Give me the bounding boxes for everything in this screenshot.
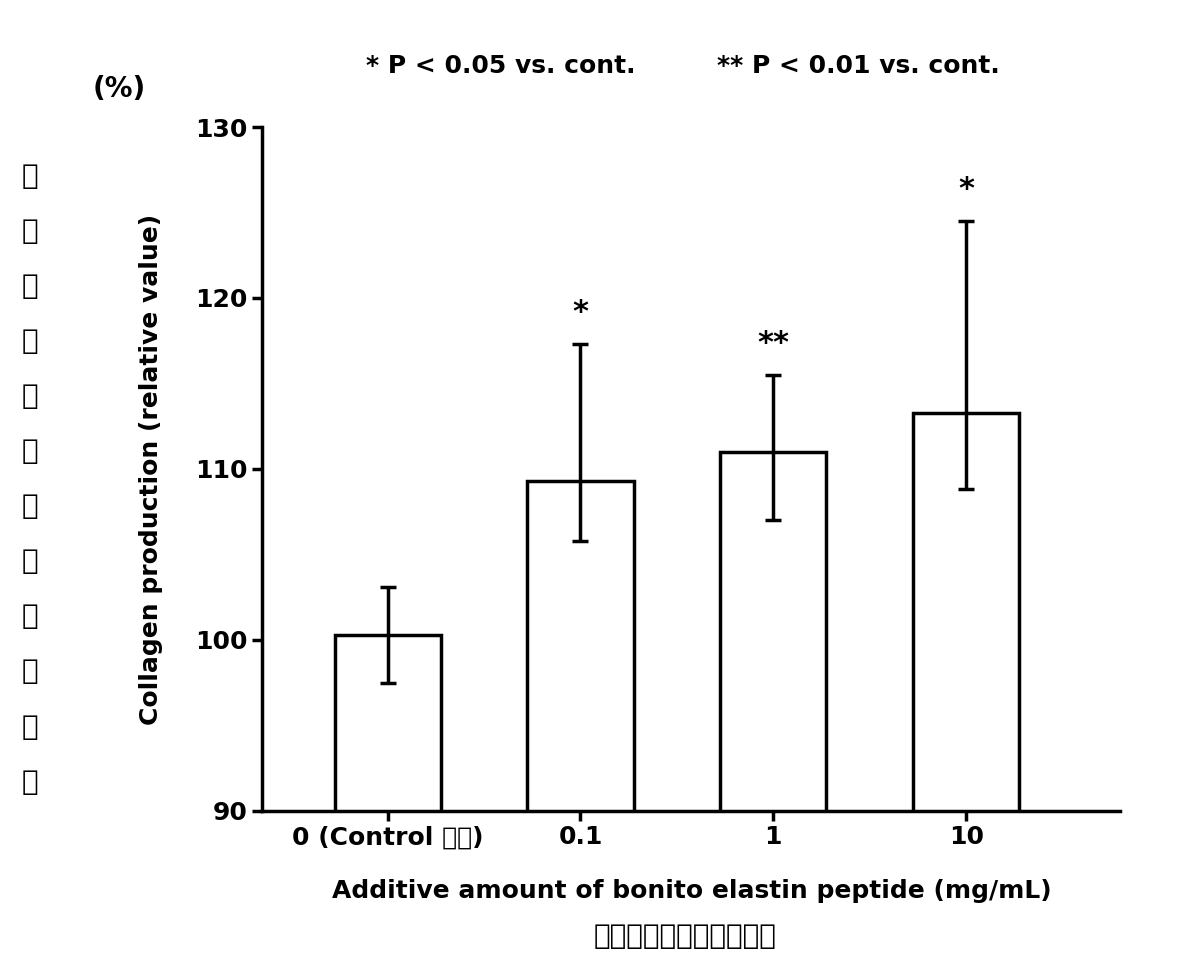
Text: * P < 0.05 vs. cont.: * P < 0.05 vs. cont.: [366, 54, 635, 78]
Text: Additive amount of bonito elastin peptide (mg/mL): Additive amount of bonito elastin peptid…: [331, 879, 1051, 904]
Text: Collagen production (relative value): Collagen production (relative value): [138, 213, 162, 725]
Bar: [720, 451, 826, 811]
Bar: [527, 481, 633, 811]
Text: 生: 生: [21, 437, 38, 465]
Text: 鳞鱼弹性蛋白肽的添加量: 鳞鱼弹性蛋白肽的添加量: [594, 921, 777, 950]
Text: (%): (%): [93, 74, 145, 103]
Text: 成: 成: [21, 492, 38, 521]
Text: ** P < 0.01 vs. cont.: ** P < 0.01 vs. cont.: [716, 54, 1000, 78]
Text: *: *: [958, 175, 974, 204]
Text: 相: 相: [21, 603, 38, 630]
Text: 原: 原: [21, 217, 38, 245]
Text: 胶: 胶: [21, 162, 38, 190]
Text: 蛋: 蛋: [21, 272, 38, 300]
Text: ）: ）: [21, 768, 38, 795]
Text: **: **: [757, 329, 789, 358]
Text: 对: 对: [21, 658, 38, 686]
Bar: [335, 635, 441, 811]
Text: （: （: [21, 547, 38, 575]
Text: 白: 白: [21, 327, 38, 355]
Bar: [913, 412, 1019, 811]
Text: *: *: [572, 298, 589, 327]
Text: 的: 的: [21, 382, 38, 410]
Text: 値: 値: [21, 712, 38, 741]
